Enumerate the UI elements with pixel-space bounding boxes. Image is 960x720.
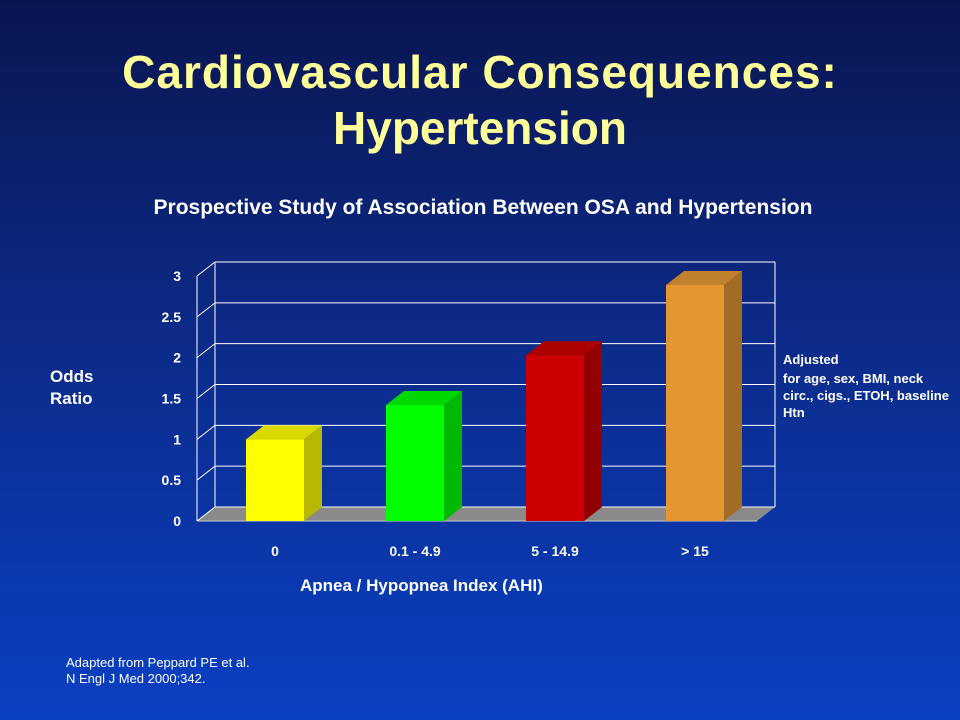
chart-subtitle: Prospective Study of Association Between… — [153, 196, 813, 219]
y-tick-label: 0.5 — [162, 472, 182, 488]
gridline-diagonal — [196, 465, 216, 481]
gridline-diagonal — [196, 343, 216, 359]
bar — [246, 439, 304, 521]
x-tick-label: 0.1 - 4.9 — [389, 543, 441, 559]
gridline-diagonal — [196, 302, 216, 318]
gridline-diagonal — [196, 424, 216, 440]
bar — [526, 355, 584, 521]
y-tick-label: 2 — [173, 350, 181, 366]
bar-side — [724, 270, 742, 521]
slide-title-line2: Hypertension — [333, 102, 627, 154]
bar-top — [386, 391, 462, 406]
adjustment-note: Adjusted for age, sex, BMI, neck circ., … — [783, 349, 953, 421]
bar-top — [246, 425, 322, 440]
chart-floor — [197, 507, 775, 521]
gridline-diagonal — [196, 384, 216, 399]
slide-title-line1: Cardiovascular Consequences: — [122, 46, 838, 98]
y-axis-label: Odds Ratio — [50, 367, 94, 408]
adjustment-note-body: for age, sex, BMI, neck circ., cigs., ET… — [783, 371, 949, 420]
gridline-diagonal — [196, 261, 216, 277]
bar-side — [444, 391, 462, 521]
adjustment-note-title: Adjusted — [783, 352, 839, 367]
source-citation: Adapted from Peppard PE et al. N Engl J … — [66, 655, 250, 687]
x-axis-label: Apnea / Hypopnea Index (AHI) — [300, 576, 543, 595]
gridline-diagonal — [196, 506, 216, 522]
y-tick-label: 2.5 — [162, 309, 182, 325]
y-tick-labels: 0 0.5 1 1.5 2 2.5 3 — [162, 268, 182, 529]
x-tick-label: 0 — [271, 543, 279, 559]
bars — [246, 270, 742, 521]
source-line2: N Engl J Med 2000;342. — [66, 671, 206, 686]
x-tick-label: > 15 — [681, 543, 709, 559]
bar-side — [304, 425, 322, 521]
source-line1: Adapted from Peppard PE et al. — [66, 655, 250, 670]
x-tick-labels: 0 0.1 - 4.9 5 - 14.9 > 15 — [271, 543, 709, 559]
x-tick-label: 5 - 14.9 — [531, 543, 579, 559]
bar-top — [666, 270, 742, 285]
bar — [666, 284, 724, 521]
y-tick-label: 1.5 — [162, 391, 182, 407]
y-tick-label: 0 — [173, 513, 181, 529]
y-tick-label: 3 — [173, 268, 181, 284]
bar-top — [526, 341, 602, 356]
bar-side — [584, 341, 602, 521]
y-tick-label: 1 — [173, 431, 181, 447]
bar — [386, 405, 444, 521]
